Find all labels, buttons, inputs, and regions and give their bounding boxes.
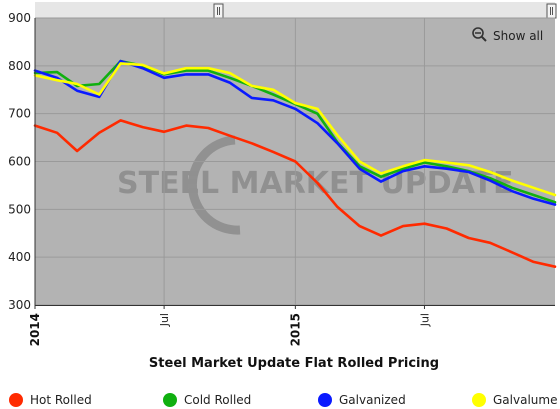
legend-marker xyxy=(472,393,486,407)
zoom-out-icon xyxy=(472,27,484,39)
watermark-logo: STEEL MARKET UPDATE xyxy=(117,135,514,235)
navigator-track[interactable] xyxy=(35,2,555,18)
legend-label: Hot Rolled xyxy=(30,393,92,407)
series-line-hot-rolled[interactable] xyxy=(33,119,557,269)
x-tick-label: Jul xyxy=(418,313,431,327)
navigator-right-handle[interactable] xyxy=(546,3,557,19)
series-line-galvalume[interactable] xyxy=(33,62,557,197)
legend: Hot Rolled Cold Rolled Galvanized Galvalume xyxy=(9,393,557,407)
y-tick-label: 800 xyxy=(8,59,31,73)
watermark-text: STEEL MARKET UPDATE xyxy=(117,166,514,201)
legend-marker xyxy=(163,393,177,407)
range-navigator[interactable] xyxy=(35,2,557,19)
series-lines xyxy=(33,59,557,269)
legend-item-galvanized[interactable]: Galvanized xyxy=(318,393,406,407)
legend-label: Cold Rolled xyxy=(184,393,251,407)
legend-label: Galvanized xyxy=(339,393,406,407)
show-all-label[interactable]: Show all xyxy=(493,29,543,43)
chart-title: Steel Market Update Flat Rolled Pricing xyxy=(149,356,439,371)
x-axis: 2014 Jul 2015 Jul xyxy=(28,305,431,346)
y-tick-label: 600 xyxy=(8,155,31,169)
y-tick-label: 400 xyxy=(8,250,31,264)
y-axis: 300 400 500 600 700 800 900 xyxy=(8,11,31,312)
y-tick-label: 500 xyxy=(8,202,31,216)
y-tick-label: 900 xyxy=(8,11,31,25)
x-tick-label: 2015 xyxy=(288,313,302,346)
x-tick-label: Jul xyxy=(158,313,171,327)
legend-item-cold-rolled[interactable]: Cold Rolled xyxy=(163,393,251,407)
y-tick-label: 300 xyxy=(8,298,31,312)
legend-item-galvalume[interactable]: Galvalume xyxy=(472,393,557,407)
legend-marker xyxy=(318,393,332,407)
y-tick-label: 700 xyxy=(8,107,31,121)
series-line-galvanized[interactable] xyxy=(33,59,557,206)
show-all-button[interactable]: Show all xyxy=(472,27,543,43)
legend-marker xyxy=(9,393,23,407)
navigator-left-handle[interactable] xyxy=(213,3,224,19)
legend-item-hot-rolled[interactable]: Hot Rolled xyxy=(9,393,92,407)
x-tick-label: 2014 xyxy=(28,313,42,346)
legend-label: Galvalume xyxy=(493,393,557,407)
